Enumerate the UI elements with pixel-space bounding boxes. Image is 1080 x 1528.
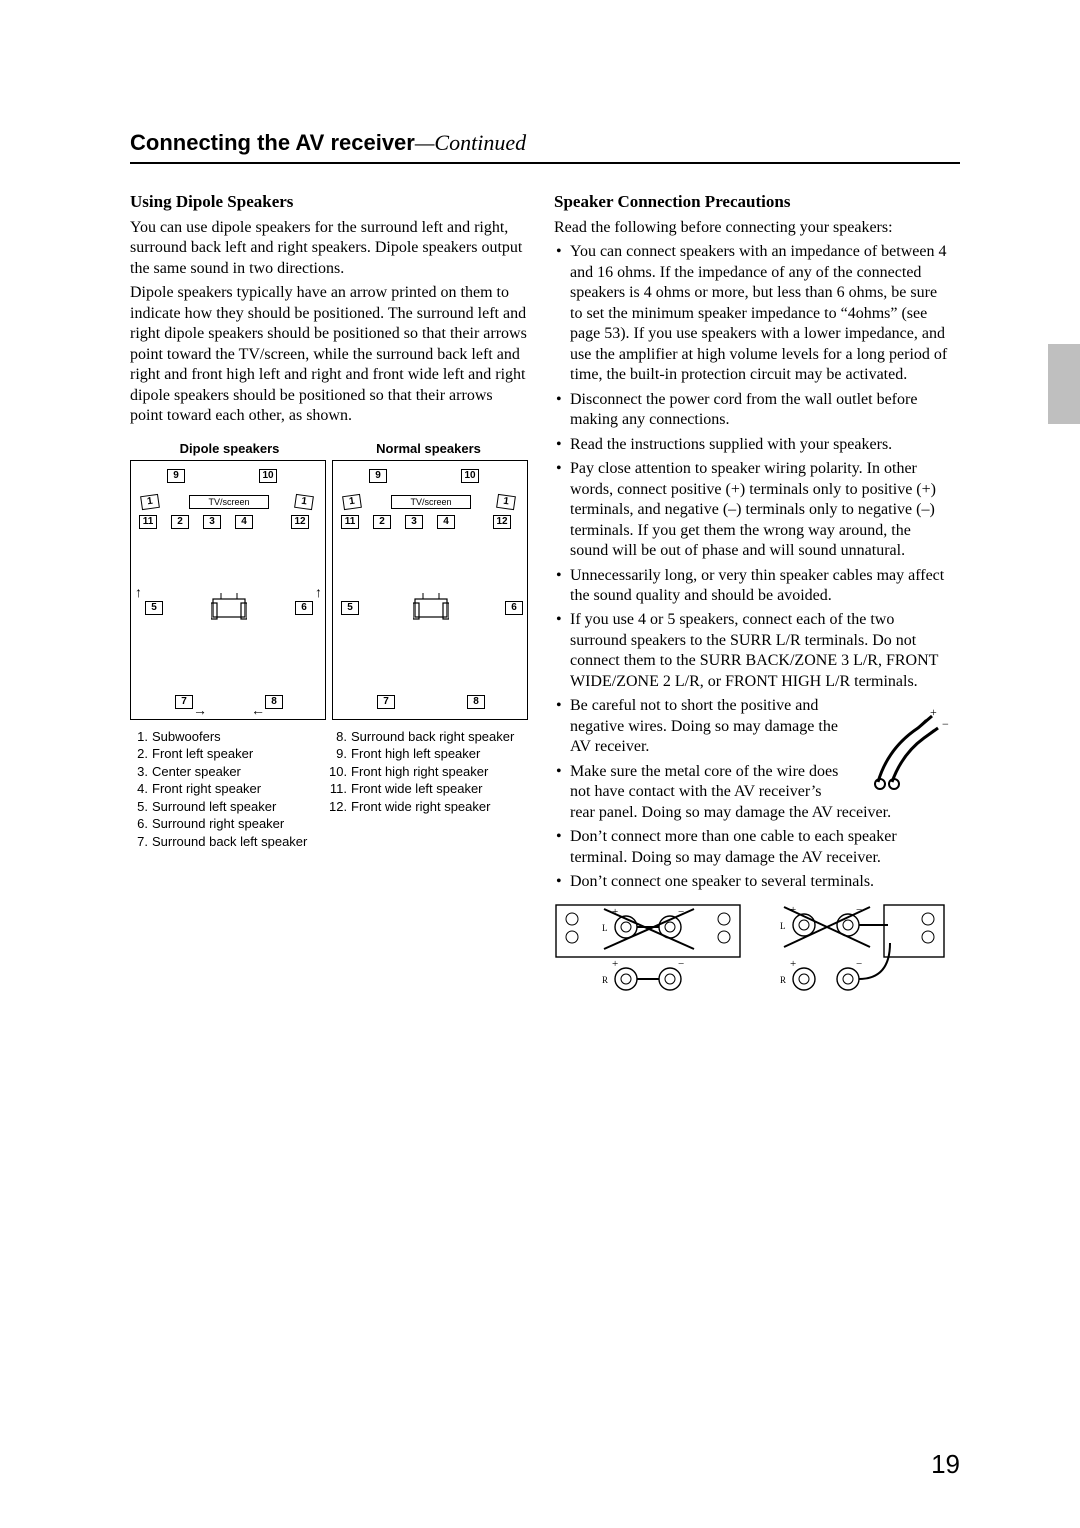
page-header: Connecting the AV receiver—Continued: [130, 130, 960, 164]
content-columns: Using Dipole Speakers You can use dipole…: [130, 192, 960, 1003]
wrong-connection-a-icon: +− L +− R: [554, 903, 742, 1003]
svg-text:L: L: [780, 921, 786, 931]
svg-text:L: L: [602, 923, 608, 933]
precaution-item: Read the instructions supplied with your…: [554, 435, 952, 455]
page-title-continued: —Continued: [415, 130, 526, 155]
left-p2: Dipole speakers typically have an arrow …: [130, 283, 528, 426]
precaution-item: If you use 4 or 5 speakers, connect each…: [554, 610, 952, 692]
page-title: Connecting the AV receiver: [130, 130, 415, 155]
right-intro: Read the following before connecting you…: [554, 218, 952, 238]
dipole-title: Dipole speakers: [130, 441, 329, 456]
section-tab: [1048, 344, 1080, 424]
left-heading: Using Dipole Speakers: [130, 192, 528, 212]
precaution-item: + − Be careful not to short the positive…: [554, 696, 952, 757]
left-p1: You can use dipole speakers for the surr…: [130, 218, 528, 279]
precaution-text: Be careful not to short the positive and…: [570, 697, 838, 755]
terminal-diagrams: +− L +− R +− L: [554, 903, 952, 1003]
page-number: 19: [931, 1449, 960, 1480]
precaution-item: Unnecessarily long, or very thin speaker…: [554, 566, 952, 607]
left-column: Using Dipole Speakers You can use dipole…: [130, 192, 528, 1003]
precaution-item: Pay close attention to speaker wiring po…: [554, 459, 952, 561]
svg-text:−: −: [856, 958, 862, 970]
svg-text:R: R: [780, 975, 786, 985]
precaution-item: You can connect speakers with an impedan…: [554, 242, 952, 385]
svg-text:+: +: [930, 705, 937, 719]
normal-title: Normal speakers: [329, 441, 528, 456]
precaution-item: Don’t connect one speaker to several ter…: [554, 872, 952, 892]
precaution-item: Make sure the metal core of the wire doe…: [554, 762, 952, 823]
svg-text:+: +: [612, 958, 618, 970]
sofa-icon: [211, 593, 247, 623]
sofa-icon: [413, 593, 449, 623]
right-heading: Speaker Connection Precautions: [554, 192, 952, 212]
svg-text:−: −: [942, 717, 949, 731]
svg-text:R: R: [602, 975, 608, 985]
right-column: Speaker Connection Precautions Read the …: [554, 192, 952, 1003]
svg-text:−: −: [678, 958, 684, 970]
precaution-item: Don’t connect more than one cable to eac…: [554, 827, 952, 868]
normal-room-diagram: 9 10 1 TV/screen 1 11 2 3 4 12 5 6 7 8: [332, 460, 528, 720]
precaution-item: Disconnect the power cord from the wall …: [554, 390, 952, 431]
diagram-zone: Dipole speakers Normal speakers 9 10 1 T…: [130, 441, 528, 851]
diagram-legend: 1.Subwoofers 2.Front left speaker 3.Cent…: [130, 728, 528, 851]
wrong-connection-b-icon: +− L +− R: [760, 903, 948, 1003]
precautions-list: You can connect speakers with an impedan…: [554, 242, 952, 892]
dipole-room-diagram: 9 10 1 TV/screen 1 11 2 3 4 12 5 6 7 8 ↑…: [130, 460, 326, 720]
svg-text:+: +: [790, 958, 796, 970]
